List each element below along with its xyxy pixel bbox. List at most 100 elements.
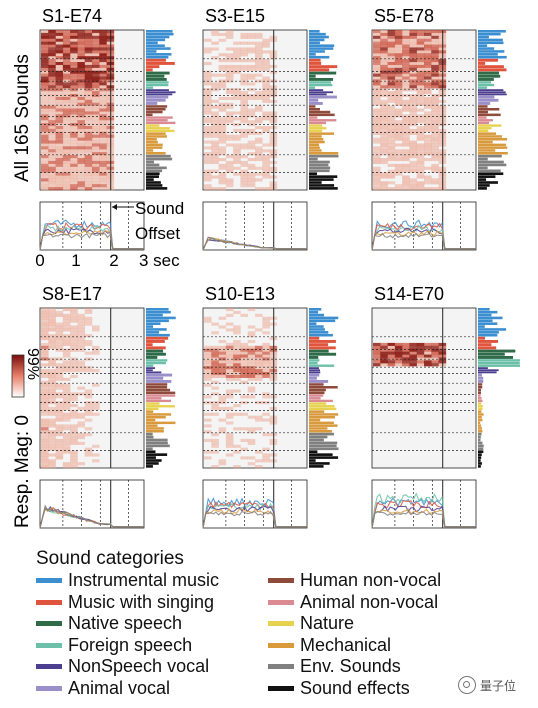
heatmap-cell [225,64,234,69]
category-bar [309,172,317,176]
category-bar [309,418,321,422]
heatmap-cell [41,166,49,170]
heatmap-cell [204,363,212,367]
heatmap-cell [70,404,78,408]
heatmap-cell [373,70,381,74]
category-bar [146,146,163,149]
heatmap-cell [240,131,249,135]
heatmap-cell [416,62,425,66]
heatmap-cell [41,337,49,341]
heatmap-cell [409,128,418,133]
heatmap-cell [247,59,256,63]
heatmap-cell [247,82,256,86]
heatmap-cell [262,366,270,370]
heatmap-cell [373,82,381,86]
heatmap-cell [62,169,71,173]
heatmap-cell [247,348,256,352]
heatmap-cell [70,184,78,188]
category-bar [309,132,335,135]
heatmap-cell [55,96,64,101]
heatmap-cell [48,137,56,141]
heatmap-cell [424,88,432,92]
heatmap-cell [62,166,71,170]
heatmap-cell [225,348,234,352]
heatmap-cell [255,328,263,332]
heatmap-cell [92,38,100,42]
heatmap-cell [211,369,219,373]
heatmap-cell [255,450,263,454]
heatmap-cell [262,172,270,176]
category-bar [309,391,325,395]
heatmap-cell [402,88,410,92]
heatmap-cell [41,392,49,396]
heatmap-cell [380,158,388,162]
heatmap-cell [240,53,249,57]
heatmap-cell [62,143,71,147]
heatmap-cell [55,392,64,396]
heatmap-cell [409,70,418,74]
heatmap-cell [41,137,49,141]
heatmap-cell [99,184,107,188]
heatmap-cell [394,114,403,118]
heatmap-cell [380,56,388,60]
heatmap-cell [92,30,100,34]
heatmap-cell [99,175,107,179]
category-bar [146,119,168,122]
heatmap-cell [55,366,64,370]
category-bar [309,149,322,152]
heatmap-cell [77,30,86,34]
heatmap-cell [402,102,410,106]
category-bar [146,380,172,383]
category-bar [146,343,153,347]
heatmap-cell [416,360,425,364]
heatmap-cell [99,163,107,167]
heatmap-cell [387,70,396,74]
heatmap-cell [380,354,388,358]
heatmap-cell [70,366,78,370]
heatmap-cell [55,430,64,434]
heatmap-cell [62,152,71,156]
heatmap-cell [92,126,100,130]
heatmap-cell [424,111,432,115]
category-bar [146,102,158,105]
category-bar [478,413,484,416]
heatmap-cell [99,102,107,106]
category-bar [478,83,495,87]
heatmap-cell [41,334,49,338]
heatmap-cell [48,64,56,69]
category-bar [146,68,153,72]
heatmap-cell [262,374,270,379]
heatmap-cell [409,184,418,188]
heatmap-cell [247,67,256,71]
category-bar [478,333,498,337]
heatmap-cell [70,340,78,344]
category-bar [146,127,170,130]
heatmap-cell [240,59,249,63]
heatmap-cell [233,160,241,165]
heatmap-cell [240,50,249,54]
heatmap-cell [77,108,86,112]
heatmap-cell [373,181,381,185]
heatmap-cell [92,444,100,448]
heatmap-cell [416,351,425,355]
heatmap-cell [431,178,439,182]
heatmap-cell [424,114,432,118]
category-bar [309,143,320,147]
category-bar [309,157,318,161]
heatmap-cell [380,70,388,74]
heatmap-cell [55,345,64,349]
heatmap-cell [84,85,93,89]
heatmap-cell [233,342,241,347]
category-bar [478,169,501,173]
heatmap-cell [247,430,256,434]
category-bar [146,47,171,50]
heatmap-cell [262,76,270,80]
heatmap-cell [84,163,93,167]
heatmap-cell [62,436,71,440]
category-bar [146,83,169,87]
heatmap-cell [409,140,418,144]
heatmap-cell [233,354,241,358]
heatmap-cell [240,114,249,118]
category-bar [478,129,489,133]
